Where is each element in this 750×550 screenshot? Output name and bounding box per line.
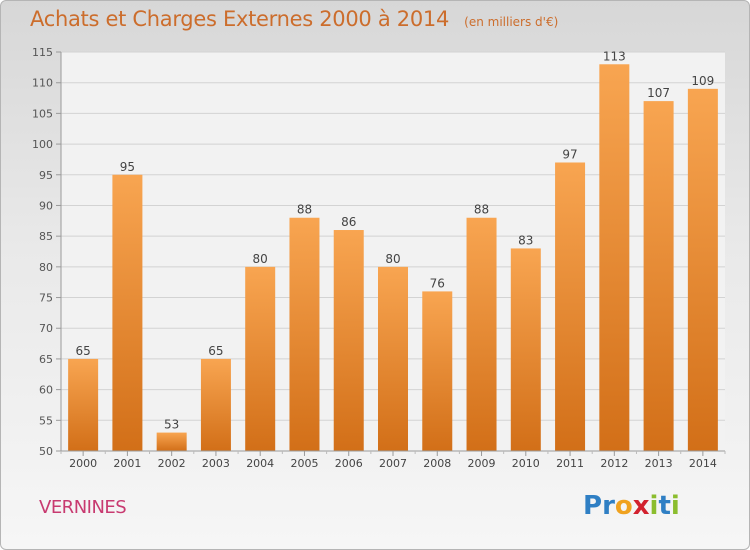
bar-2012 bbox=[599, 64, 630, 452]
y-axis: 50 55 60 65 70 75 80 85 90 95 100 105 110 115 bbox=[32, 46, 62, 458]
commune-name: VERNINES bbox=[39, 497, 127, 518]
y-tick-label: 90 bbox=[39, 199, 53, 212]
x-tick-label-2006: 2006 bbox=[335, 457, 363, 470]
logo-letter: t bbox=[658, 491, 671, 521]
bar-2013 bbox=[643, 101, 674, 451]
data-labels: 65 95 53 65 80 88 86 80 76 88 83 97 113 107 109 bbox=[75, 49, 714, 431]
x-tick-label-2010: 2010 bbox=[512, 457, 540, 470]
x-tick-label-2000: 2000 bbox=[69, 457, 97, 470]
data-label-2010: 83 bbox=[518, 233, 533, 247]
y-tick-label: 80 bbox=[39, 261, 53, 274]
logo-letter: i bbox=[649, 491, 659, 521]
logo-letter: i bbox=[670, 491, 680, 521]
bar-2008 bbox=[422, 291, 453, 451]
x-tick-label-2004: 2004 bbox=[246, 457, 274, 470]
data-label-2003: 65 bbox=[208, 344, 223, 358]
x-axis: 2000 2001 2002 2003 2004 2005 2006 2007 2008 2009… bbox=[60, 450, 726, 470]
bar-2003 bbox=[200, 358, 231, 451]
y-tick-label: 55 bbox=[39, 414, 53, 427]
data-label-2001: 95 bbox=[120, 160, 135, 174]
bar-2010 bbox=[510, 248, 541, 451]
data-label-2011: 97 bbox=[562, 147, 577, 161]
data-label-2000: 65 bbox=[75, 344, 90, 358]
y-tick-label: 50 bbox=[39, 445, 53, 458]
bar-2009 bbox=[466, 217, 497, 451]
y-tick-label: 65 bbox=[39, 353, 53, 366]
x-tick-label-2002: 2002 bbox=[158, 457, 186, 470]
data-label-2013: 107 bbox=[647, 86, 670, 100]
y-tick-label: 110 bbox=[32, 77, 53, 90]
bar-2002 bbox=[156, 432, 187, 451]
logo-letter: r bbox=[602, 491, 615, 521]
x-tick-label-2013: 2013 bbox=[645, 457, 673, 470]
data-label-2009: 88 bbox=[474, 203, 489, 217]
bars bbox=[68, 64, 718, 452]
proxiti-logo: Proxiti bbox=[583, 491, 680, 521]
y-tick-label: 70 bbox=[39, 322, 53, 335]
logo-letter: P bbox=[583, 491, 603, 521]
y-tick-label: 75 bbox=[39, 292, 53, 305]
x-tick-label-2001: 2001 bbox=[113, 457, 141, 470]
x-tick-label-2007: 2007 bbox=[379, 457, 407, 470]
y-tick-label: 100 bbox=[32, 138, 53, 151]
x-tick-label-2003: 2003 bbox=[202, 457, 230, 470]
chart-title: Achats et Charges Externes 2000 à 2014 bbox=[30, 7, 450, 31]
x-tick-label-2009: 2009 bbox=[468, 457, 496, 470]
x-tick-label-2011: 2011 bbox=[556, 457, 584, 470]
logo-letter: o bbox=[614, 491, 633, 521]
x-tick-label-2014: 2014 bbox=[689, 457, 717, 470]
data-label-2008: 76 bbox=[430, 276, 445, 290]
x-tick-label-2008: 2008 bbox=[423, 457, 451, 470]
y-tick-label: 60 bbox=[39, 384, 53, 397]
logo-letter: x bbox=[632, 491, 650, 521]
data-label-2002: 53 bbox=[164, 418, 179, 432]
x-tick-label-2012: 2012 bbox=[600, 457, 628, 470]
data-label-2005: 88 bbox=[297, 203, 312, 217]
data-label-2012: 113 bbox=[603, 49, 626, 63]
bar-2004 bbox=[245, 266, 276, 451]
data-label-2014: 109 bbox=[691, 74, 714, 88]
bar-2001 bbox=[112, 174, 143, 451]
data-label-2006: 86 bbox=[341, 215, 356, 229]
bar-2007 bbox=[378, 266, 408, 451]
data-label-2004: 80 bbox=[253, 252, 268, 266]
data-label-2007: 80 bbox=[385, 252, 400, 266]
y-tick-label: 105 bbox=[32, 107, 53, 120]
bar-2014 bbox=[687, 88, 718, 451]
y-tick-label: 115 bbox=[32, 46, 53, 59]
chart-title-group: Achats et Charges Externes 2000 à 2014 (… bbox=[30, 7, 558, 31]
chart-subtitle: (en milliers d'€) bbox=[464, 15, 559, 29]
x-tick-label-2005: 2005 bbox=[290, 457, 318, 470]
bar-2006 bbox=[333, 230, 364, 451]
y-tick-label: 85 bbox=[39, 230, 53, 243]
bar-2000 bbox=[68, 358, 99, 451]
bar-2011 bbox=[555, 162, 586, 451]
y-tick-label: 95 bbox=[39, 169, 53, 182]
bar-2005 bbox=[289, 217, 320, 451]
